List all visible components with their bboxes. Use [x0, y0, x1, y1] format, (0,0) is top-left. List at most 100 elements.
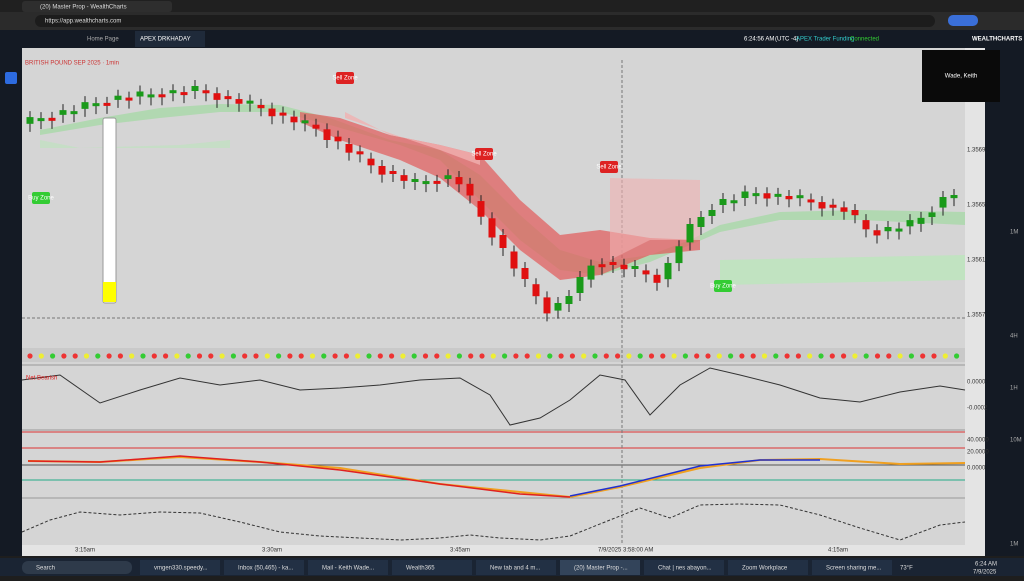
candle	[543, 297, 551, 314]
candle	[125, 97, 133, 101]
candle	[895, 228, 903, 232]
candle	[686, 224, 694, 243]
sell-tag	[475, 148, 493, 160]
label: Inbox (50,465) - ka...	[238, 566, 294, 572]
signal-dot	[547, 353, 553, 359]
signal-dot	[456, 353, 462, 359]
candle	[796, 195, 804, 199]
signal-dot	[72, 353, 78, 359]
sell-zone: Sell Zone	[471, 152, 497, 158]
candle	[367, 158, 375, 166]
signal-dot	[422, 353, 429, 359]
signal-dot	[298, 353, 304, 359]
app-tab[interactable]: APEX DRKHADAY	[140, 37, 191, 43]
search-box[interactable]	[22, 561, 132, 574]
candle	[774, 193, 782, 197]
candle	[697, 217, 705, 227]
candle	[466, 183, 474, 196]
signal-dot	[411, 353, 417, 359]
candle	[257, 104, 265, 109]
signal-dot	[671, 353, 677, 359]
candle	[422, 181, 430, 185]
oscillator-line	[21, 367, 966, 426]
label: vmgen330.speedy...	[154, 566, 208, 572]
signal-dot	[558, 353, 564, 359]
signal-dot	[468, 353, 474, 359]
candle	[169, 90, 177, 94]
user-name: Wade, Keith	[945, 74, 977, 80]
candle	[829, 204, 837, 208]
signal-dot	[807, 353, 813, 359]
candle	[400, 175, 408, 181]
candle	[378, 166, 386, 175]
candle	[807, 199, 815, 203]
signal-dot	[309, 353, 316, 359]
taskbar-item[interactable]	[140, 560, 220, 575]
signal-dot	[660, 353, 666, 359]
taskbar-item[interactable]	[392, 560, 472, 575]
candle	[114, 95, 122, 100]
app-tab[interactable]: Home Page	[87, 37, 119, 43]
signal-dot	[784, 353, 790, 359]
candle	[521, 268, 529, 279]
candle	[510, 251, 518, 269]
taskbar-item[interactable]	[224, 560, 304, 575]
signal-dot	[389, 353, 395, 359]
candle	[708, 210, 716, 216]
taskbar-item[interactable]	[728, 560, 808, 575]
label: 1M	[1010, 230, 1018, 236]
signal-dot	[795, 353, 802, 359]
signal-dot	[829, 353, 835, 359]
browser-tab[interactable]	[22, 1, 172, 12]
candle	[763, 193, 771, 199]
label: 1.3565	[967, 203, 986, 209]
label: 0.0000	[967, 380, 986, 386]
label: 0.0000	[967, 466, 986, 472]
candle	[158, 94, 166, 98]
candle	[653, 274, 661, 283]
signal-dot	[954, 353, 960, 359]
taskbar-item[interactable]	[308, 560, 388, 575]
label: 1M	[1010, 542, 1018, 548]
weather: 73°F	[900, 566, 913, 572]
taskbar-item[interactable]	[812, 560, 892, 575]
candle	[312, 124, 320, 129]
signal-dot	[886, 353, 892, 359]
candle	[565, 296, 573, 304]
signal-dot	[682, 353, 689, 359]
url-field[interactable]	[35, 15, 935, 27]
clock: 6:24:56 AM	[744, 37, 774, 43]
brand: WEALTHCHARTS	[972, 37, 1022, 43]
profile[interactable]	[948, 15, 978, 26]
taskbar-item[interactable]	[560, 560, 640, 575]
taskbar-item[interactable]	[644, 560, 724, 575]
tab-bar	[0, 0, 1024, 12]
chart-area	[22, 48, 965, 556]
signal-dot	[151, 353, 157, 359]
signal-dot	[264, 353, 270, 359]
signal-dot	[897, 353, 903, 359]
user-box	[922, 50, 1000, 102]
dashed-indicator	[21, 503, 966, 541]
candle	[851, 210, 859, 216]
candle	[389, 171, 397, 174]
cloud	[40, 104, 965, 275]
active-tab[interactable]	[135, 31, 205, 47]
taskbar-item[interactable]	[476, 560, 556, 575]
signal-dot	[50, 353, 56, 359]
signal-dot	[129, 353, 135, 359]
signal-dot	[445, 353, 451, 359]
candle	[301, 120, 309, 124]
add-button[interactable]	[5, 72, 17, 84]
signal-dot	[321, 353, 327, 359]
candle	[741, 191, 749, 198]
candle	[532, 284, 540, 297]
buy-zone: Buy Zone	[710, 284, 736, 290]
candle	[48, 117, 56, 121]
color-swatch[interactable]	[103, 282, 116, 302]
app-toolbar	[0, 30, 1024, 48]
drawing-toolbar[interactable]	[102, 117, 117, 304]
signal-dot	[592, 353, 598, 359]
time-axis	[22, 545, 965, 556]
